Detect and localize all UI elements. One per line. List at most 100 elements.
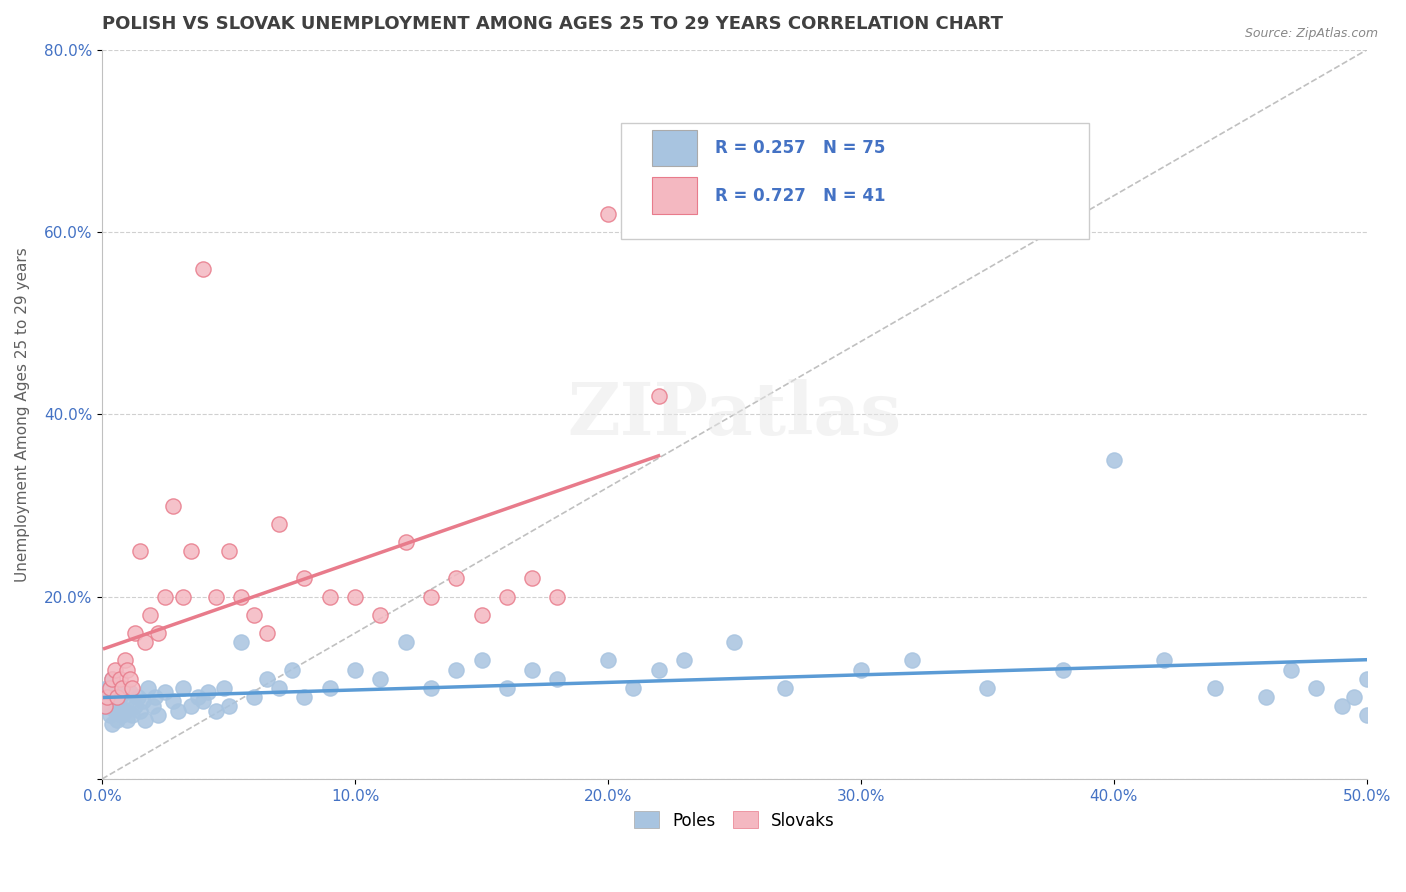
Point bbox=[773, 681, 796, 695]
Point bbox=[193, 261, 215, 276]
Point bbox=[118, 685, 141, 699]
Point bbox=[180, 698, 202, 713]
Point bbox=[596, 653, 619, 667]
Point bbox=[1204, 681, 1226, 695]
Point bbox=[1279, 663, 1302, 677]
Point bbox=[319, 590, 342, 604]
Point bbox=[395, 635, 418, 649]
Point bbox=[127, 690, 149, 704]
Point bbox=[1343, 690, 1365, 704]
Text: R = 0.727   N = 41: R = 0.727 N = 41 bbox=[716, 186, 886, 204]
Point bbox=[218, 544, 240, 558]
Point bbox=[105, 690, 128, 704]
Point bbox=[849, 663, 872, 677]
Point bbox=[444, 663, 467, 677]
Point bbox=[117, 694, 139, 708]
Point bbox=[111, 681, 134, 695]
Point bbox=[395, 535, 418, 549]
Point bbox=[470, 607, 492, 622]
Point bbox=[520, 663, 543, 677]
Point bbox=[124, 626, 146, 640]
Point bbox=[101, 717, 124, 731]
Point bbox=[1305, 681, 1327, 695]
Point bbox=[172, 590, 194, 604]
Point bbox=[231, 635, 253, 649]
Point bbox=[344, 590, 367, 604]
FancyBboxPatch shape bbox=[652, 130, 696, 167]
Point bbox=[134, 713, 156, 727]
Point bbox=[143, 690, 166, 704]
Point bbox=[256, 672, 278, 686]
Point bbox=[118, 672, 141, 686]
Point bbox=[269, 516, 291, 531]
Point bbox=[104, 704, 127, 718]
Point bbox=[281, 663, 304, 677]
Point bbox=[370, 672, 392, 686]
Point bbox=[231, 590, 253, 604]
Point bbox=[596, 207, 619, 221]
FancyBboxPatch shape bbox=[620, 123, 1088, 239]
Point bbox=[146, 708, 169, 723]
Point bbox=[101, 672, 124, 686]
Point bbox=[1153, 653, 1175, 667]
Point bbox=[136, 681, 159, 695]
Point bbox=[672, 653, 695, 667]
Text: POLISH VS SLOVAK UNEMPLOYMENT AMONG AGES 25 TO 29 YEARS CORRELATION CHART: POLISH VS SLOVAK UNEMPLOYMENT AMONG AGES… bbox=[103, 15, 1002, 33]
Point bbox=[114, 653, 136, 667]
Point bbox=[1052, 663, 1074, 677]
Point bbox=[111, 681, 134, 695]
Point bbox=[96, 690, 118, 704]
Point bbox=[294, 690, 316, 704]
Point bbox=[495, 590, 517, 604]
Point bbox=[187, 690, 209, 704]
Point bbox=[104, 685, 127, 699]
Point bbox=[108, 690, 131, 704]
Point bbox=[172, 681, 194, 695]
Point bbox=[96, 681, 118, 695]
Point bbox=[419, 590, 441, 604]
Point bbox=[647, 663, 669, 677]
Point bbox=[93, 698, 115, 713]
Legend: Poles, Slovaks: Poles, Slovaks bbox=[627, 805, 841, 836]
Point bbox=[117, 713, 139, 727]
Point bbox=[93, 698, 115, 713]
Point bbox=[101, 672, 124, 686]
Point bbox=[117, 663, 139, 677]
Point bbox=[319, 681, 342, 695]
Point bbox=[520, 571, 543, 585]
Point bbox=[256, 626, 278, 640]
Point bbox=[131, 694, 153, 708]
Point bbox=[155, 685, 177, 699]
Point bbox=[546, 590, 568, 604]
Point bbox=[647, 389, 669, 403]
Point bbox=[212, 681, 235, 695]
Point bbox=[294, 571, 316, 585]
FancyBboxPatch shape bbox=[652, 178, 696, 214]
Point bbox=[129, 704, 152, 718]
Point bbox=[1355, 672, 1378, 686]
Point bbox=[344, 663, 367, 677]
Text: ZIPatlas: ZIPatlas bbox=[568, 379, 901, 450]
Y-axis label: Unemployment Among Ages 25 to 29 years: Unemployment Among Ages 25 to 29 years bbox=[15, 247, 30, 582]
Point bbox=[108, 698, 131, 713]
Point bbox=[900, 653, 922, 667]
Point bbox=[155, 590, 177, 604]
Point bbox=[470, 653, 492, 667]
Point bbox=[193, 694, 215, 708]
Point bbox=[218, 698, 240, 713]
Point bbox=[621, 681, 644, 695]
Point bbox=[134, 635, 156, 649]
Point bbox=[104, 663, 127, 677]
Point bbox=[180, 544, 202, 558]
Point bbox=[98, 690, 121, 704]
Point bbox=[1330, 698, 1353, 713]
Point bbox=[105, 694, 128, 708]
Point bbox=[98, 708, 121, 723]
Point bbox=[146, 626, 169, 640]
Point bbox=[139, 607, 162, 622]
Point bbox=[167, 704, 190, 718]
Point bbox=[419, 681, 441, 695]
Point bbox=[108, 672, 131, 686]
Point bbox=[114, 704, 136, 718]
Text: Source: ZipAtlas.com: Source: ZipAtlas.com bbox=[1244, 27, 1378, 40]
